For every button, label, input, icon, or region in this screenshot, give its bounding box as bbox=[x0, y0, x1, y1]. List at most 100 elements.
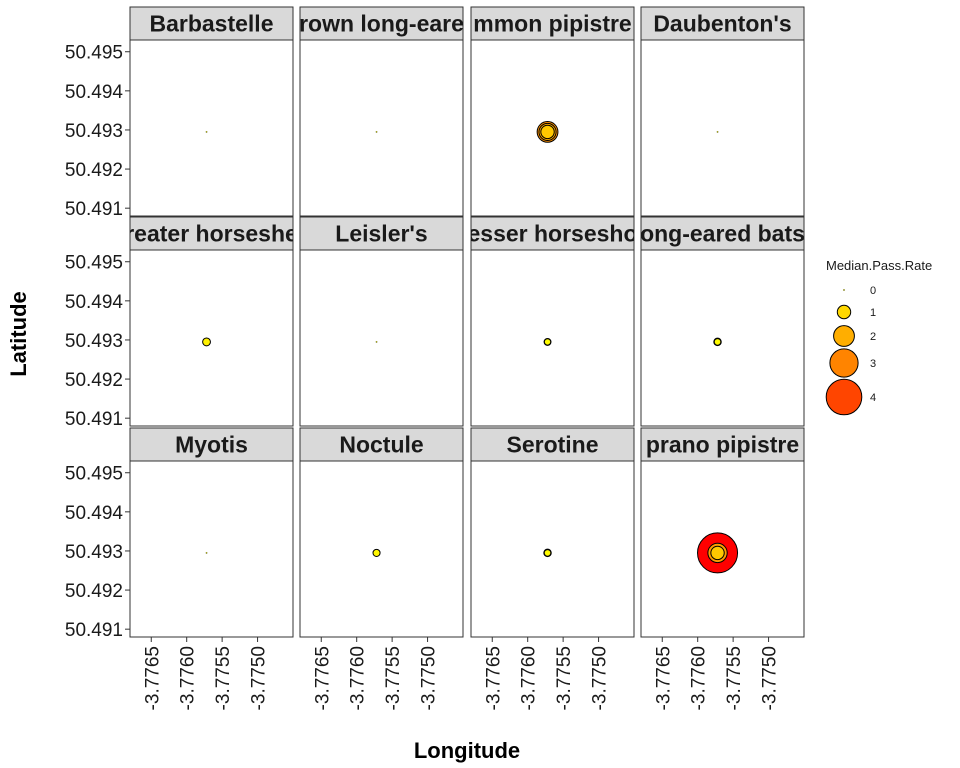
panel-background bbox=[299, 249, 464, 427]
panel-background bbox=[129, 39, 294, 217]
x-axis: -3.7765 -3.7760 -3.7755 -3.7750 -3.7765 -3.77… bbox=[142, 637, 781, 710]
facet-panel: prano pipistre bbox=[640, 427, 805, 638]
y-tick-label: 50.492 bbox=[65, 370, 123, 391]
x-tick-label: -3.7760 bbox=[519, 646, 540, 710]
y-tick-label: 50.493 bbox=[65, 331, 123, 352]
data-point bbox=[543, 338, 552, 346]
y-tick-label: 50.495 bbox=[65, 253, 123, 274]
facet-panel: esser horsesho bbox=[467, 216, 637, 427]
x-tick-label: -3.7765 bbox=[483, 646, 504, 710]
panel-background bbox=[470, 249, 635, 427]
legend-label: 2 bbox=[870, 331, 876, 343]
facet-strip bbox=[640, 427, 805, 462]
legend-key bbox=[843, 289, 845, 291]
x-tick-label: -3.7750 bbox=[590, 646, 611, 710]
facet-strip bbox=[129, 6, 294, 41]
facet-panel: Barbastelle bbox=[129, 6, 294, 217]
facet-strip bbox=[470, 6, 635, 41]
facet-panel: rown long-eare bbox=[299, 6, 464, 217]
y-tick-label: 50.495 bbox=[65, 43, 123, 64]
y-tick-label: 50.492 bbox=[65, 160, 123, 181]
data-point bbox=[202, 337, 211, 347]
facet-panels: Barbastelle rown long-eare mmon pipistre Da… bbox=[125, 6, 805, 638]
panel-background bbox=[129, 460, 294, 638]
y-tick-label: 50.491 bbox=[65, 620, 123, 641]
size-legend: Median.Pass.Rate 0 1 2 3 4 bbox=[825, 258, 932, 416]
facet-strip bbox=[640, 6, 805, 41]
facet-strip-label: esser horsesho bbox=[467, 221, 637, 247]
facet-panel: reater horseshe bbox=[125, 216, 298, 427]
y-tick-label: 50.491 bbox=[65, 409, 123, 430]
x-tick-label: -3.7765 bbox=[142, 646, 163, 710]
facet-panel: Leisler's bbox=[299, 216, 464, 427]
x-tick-label: -3.7755 bbox=[213, 646, 234, 710]
x-tick-label: -3.7755 bbox=[383, 646, 404, 710]
legend-key bbox=[833, 325, 855, 347]
y-tick-label: 50.491 bbox=[65, 199, 123, 220]
panel-background bbox=[299, 39, 464, 217]
y-tick-label: 50.493 bbox=[65, 121, 123, 142]
facet-strip-label: Leisler's bbox=[335, 221, 427, 247]
facet-panel: Noctule bbox=[299, 427, 464, 638]
x-tick-label: -3.7755 bbox=[724, 646, 745, 710]
y-tick-label: 50.493 bbox=[65, 542, 123, 563]
x-tick-label: -3.7750 bbox=[419, 646, 440, 710]
facet-strip-label: Serotine bbox=[506, 432, 598, 458]
y-tick-label: 50.494 bbox=[65, 292, 124, 313]
facet-strip bbox=[470, 427, 635, 462]
x-tick-label: -3.7755 bbox=[554, 646, 575, 710]
facet-strip bbox=[299, 6, 464, 41]
x-axis-title: Longitude bbox=[414, 738, 520, 763]
x-tick-label: -3.7765 bbox=[653, 646, 674, 710]
legend-key bbox=[825, 378, 863, 416]
y-tick-label: 50.494 bbox=[65, 503, 124, 524]
legend-label: 1 bbox=[870, 307, 876, 319]
data-point bbox=[540, 124, 555, 140]
y-axis: 50.491 50.492 50.493 50.494 50.495 50.491 50.4… bbox=[65, 43, 130, 641]
panel-background bbox=[640, 249, 805, 427]
data-point bbox=[205, 552, 208, 554]
facet-strip-label: prano pipistre bbox=[646, 432, 799, 458]
legend-label: 0 bbox=[870, 285, 876, 297]
facet-strip-label: Noctule bbox=[339, 432, 423, 458]
facet-panel: mmon pipistre bbox=[470, 6, 635, 217]
facet-panel: Serotine bbox=[470, 427, 635, 638]
facet-panel: Daubenton's bbox=[640, 6, 805, 217]
panel-background bbox=[299, 460, 464, 638]
facet-strip bbox=[470, 216, 635, 251]
panel-background bbox=[470, 460, 635, 638]
x-tick-label: -3.7760 bbox=[178, 646, 199, 710]
facet-strip bbox=[299, 216, 464, 251]
facet-strip-label: mmon pipistre bbox=[473, 11, 631, 37]
legend-label: 3 bbox=[870, 358, 876, 370]
y-tick-label: 50.494 bbox=[65, 82, 124, 103]
x-tick-label: -3.7760 bbox=[348, 646, 369, 710]
y-tick-label: 50.495 bbox=[65, 464, 123, 485]
data-point bbox=[716, 131, 719, 133]
data-point bbox=[205, 131, 208, 133]
legend-title: Median.Pass.Rate bbox=[826, 258, 932, 273]
legend-key bbox=[836, 304, 852, 320]
facet-strip-label: rown long-eare bbox=[299, 11, 464, 37]
facet-strip-label: Daubenton's bbox=[653, 11, 791, 37]
y-tick-label: 50.492 bbox=[65, 581, 123, 602]
facet-strip-label: Barbastelle bbox=[149, 11, 273, 37]
facet-strip bbox=[129, 216, 294, 251]
panel-background bbox=[640, 39, 805, 217]
data-point bbox=[710, 545, 725, 561]
x-tick-label: -3.7750 bbox=[249, 646, 270, 710]
data-point bbox=[375, 131, 378, 133]
legend-key bbox=[829, 348, 859, 378]
data-point bbox=[713, 338, 722, 346]
facet-strip-label: ong-eared bats bbox=[640, 221, 805, 247]
panel-background bbox=[129, 249, 294, 427]
y-axis-title: Latitude bbox=[6, 291, 31, 377]
x-tick-label: -3.7760 bbox=[689, 646, 710, 710]
data-point bbox=[543, 549, 552, 557]
facet-strip-label: Myotis bbox=[175, 432, 248, 458]
facet-strip bbox=[299, 427, 464, 462]
facet-panel: ong-eared bats bbox=[640, 216, 805, 427]
facet-strip-label: reater horseshe bbox=[125, 221, 298, 247]
facet-panel: Myotis bbox=[129, 427, 294, 638]
